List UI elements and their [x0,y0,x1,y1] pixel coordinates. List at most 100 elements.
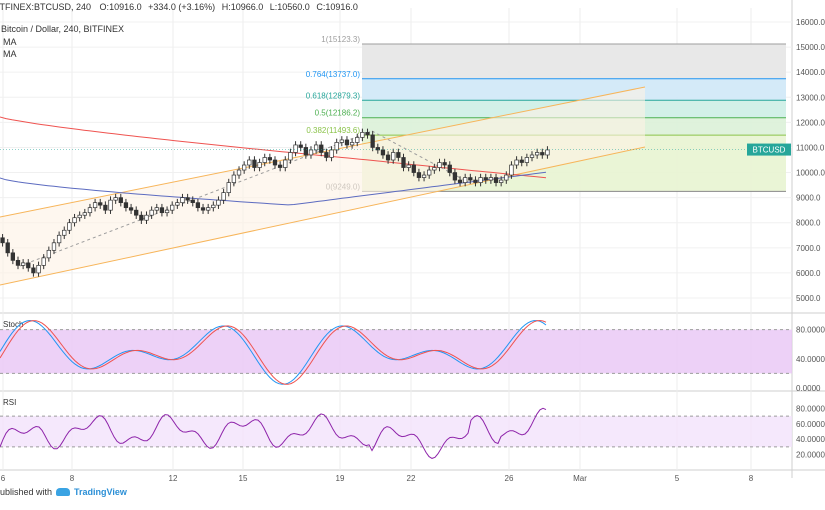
stoch-tick-label: 0.0000 [796,384,821,393]
candle-body [391,152,396,161]
chart-title: Bitcoin / Dollar, 240, BITFINEX [1,24,125,34]
candle-body [493,177,499,183]
candle-body [283,159,288,168]
candle-body [15,260,21,266]
candle-body [190,199,195,204]
candle-body [293,144,298,153]
open-value: 10916.0 [109,2,142,12]
time-tick-label: 8 [749,474,754,483]
candle-body [257,162,262,168]
candle-body [401,157,406,168]
time-tick-label: 19 [336,474,345,483]
candle-body [206,207,211,211]
candle-body [535,152,540,156]
candle-body [180,197,185,204]
price-tick-label: 16000.0 [796,18,825,27]
candle-body [247,159,252,166]
time-tick-label: 5 [675,474,680,483]
candle-body [139,214,144,221]
candle-body [113,197,118,201]
fib-level-label: 0.618(12879.3) [306,91,361,100]
fib-level-label: 0.764(13737.0) [306,70,361,79]
rsi-band [0,416,792,447]
stoch-title: Stoch [3,320,23,329]
close-value: 10916.0 [325,2,358,12]
candle-body [67,222,72,231]
ma-legend-1: MA [3,37,17,47]
fib-level-label: 1(15123.3) [321,35,360,44]
fib-zone [362,43,786,79]
rsi-tick-label: 20.0000 [796,451,825,460]
candle-body [185,197,190,201]
candle-body [488,177,494,181]
price-tick-label: 7000.0 [796,244,821,253]
candle-body [36,265,41,274]
candle-body [267,157,273,161]
price-tick-label: 12000.0 [796,118,825,127]
candle-body [118,197,123,204]
candle-body [349,142,355,146]
last-price-tag [747,143,791,156]
price-tick-label: 14000.0 [796,68,825,77]
candle-body [519,159,524,163]
candle-body [170,204,175,211]
tradingview-logo-icon [56,488,71,496]
candle-body [329,149,334,158]
candle-body [447,164,452,173]
price-tick-label: 10000.0 [796,169,825,178]
time-tick-label: 8 [70,474,75,483]
price-tick-label: 15000.0 [796,43,825,52]
rsi-tick-label: 80.0000 [796,404,825,413]
candle-body [442,162,447,166]
rsi-tick-label: 60.0000 [796,420,825,429]
candle-body [319,144,324,153]
candle-body [463,177,468,183]
last-price-tag-label: BTCUSD [753,146,786,155]
candle-body [529,154,535,158]
price-tick-label: 5000.0 [796,294,821,303]
fib-level-label: 0.5(12186.2) [315,109,361,118]
candle-body [0,237,5,244]
candle-body [10,252,15,261]
candle-body [200,207,206,211]
time-tick-label: 15 [239,474,248,483]
ma-legend-2: MA [3,49,17,59]
candle-body [46,249,51,259]
candle-body [457,179,463,183]
candle-body [406,164,411,168]
candle-body [72,217,77,224]
tradingview-brand[interactable]: TradingView [74,487,127,497]
candle-body [134,209,139,216]
change-value: +334.0 (+3.16%) [148,2,216,12]
candle-body [62,229,67,236]
candle-body [396,152,401,158]
candle-body [298,144,303,148]
low-value: 10560.0 [277,2,310,12]
candle-body [437,162,442,168]
candle-body [20,262,26,266]
candle-body [216,199,221,206]
price-tick-label: 8000.0 [796,219,821,228]
candle-body [144,214,149,221]
candle-body [154,207,159,211]
candle-body [308,149,314,156]
time-tick-label: 12 [169,474,178,483]
candle-body [303,147,308,156]
candle-body [108,199,113,211]
candle-body [334,142,339,151]
candle-body [128,207,134,211]
candle-body [236,169,242,176]
rsi-line [0,407,547,459]
candle-body [432,167,437,171]
time-tick-label: 6 [1,474,6,483]
candle-body [344,139,350,146]
stoch-band [0,329,792,374]
trend-channel-fill [0,87,645,285]
stoch-tick-label: 80.0000 [796,326,825,335]
candle-body [41,257,46,266]
candle-body [411,164,416,173]
candle-body [514,159,519,166]
candle-body [149,209,154,216]
candle-body [509,164,514,176]
